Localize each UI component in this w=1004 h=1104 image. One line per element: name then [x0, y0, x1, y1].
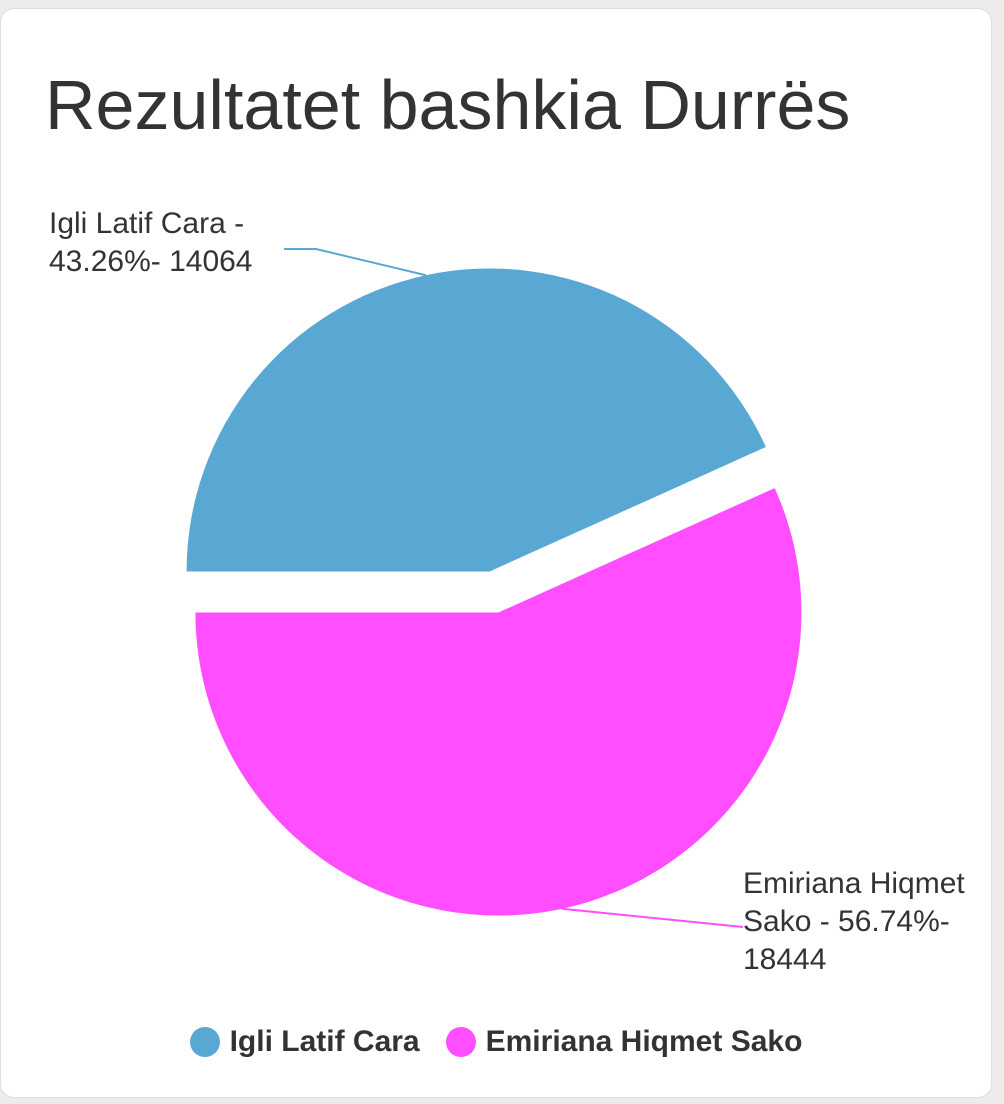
data-label: Emiriana Hiqmet Sako - 56.74%- 18444 — [743, 867, 965, 976]
pie-chart — [186, 248, 802, 928]
legend-swatch — [189, 1027, 220, 1057]
pie-slice — [186, 268, 766, 572]
data-label: Igli Latif Cara - 43.26%- 14064 — [49, 207, 253, 278]
legend-label: Emiriana Hiqmet Sako — [485, 1025, 803, 1058]
legend: Igli Latif Cara Emiriana Hiqmet Sako — [1, 1025, 991, 1059]
legend-label: Igli Latif Cara — [229, 1025, 420, 1058]
leader-line — [284, 248, 427, 277]
legend-item: Igli Latif Cara — [189, 1025, 420, 1059]
legend-item: Emiriana Hiqmet Sako — [445, 1025, 803, 1059]
leader-line — [561, 907, 744, 928]
chart-title: Rezultatet bashkia Durrës — [45, 66, 851, 144]
chart-card: Rezultatet bashkia Durrës Igli Latif Car… — [0, 8, 992, 1098]
pie-slice — [195, 488, 802, 916]
legend-swatch — [445, 1027, 476, 1057]
